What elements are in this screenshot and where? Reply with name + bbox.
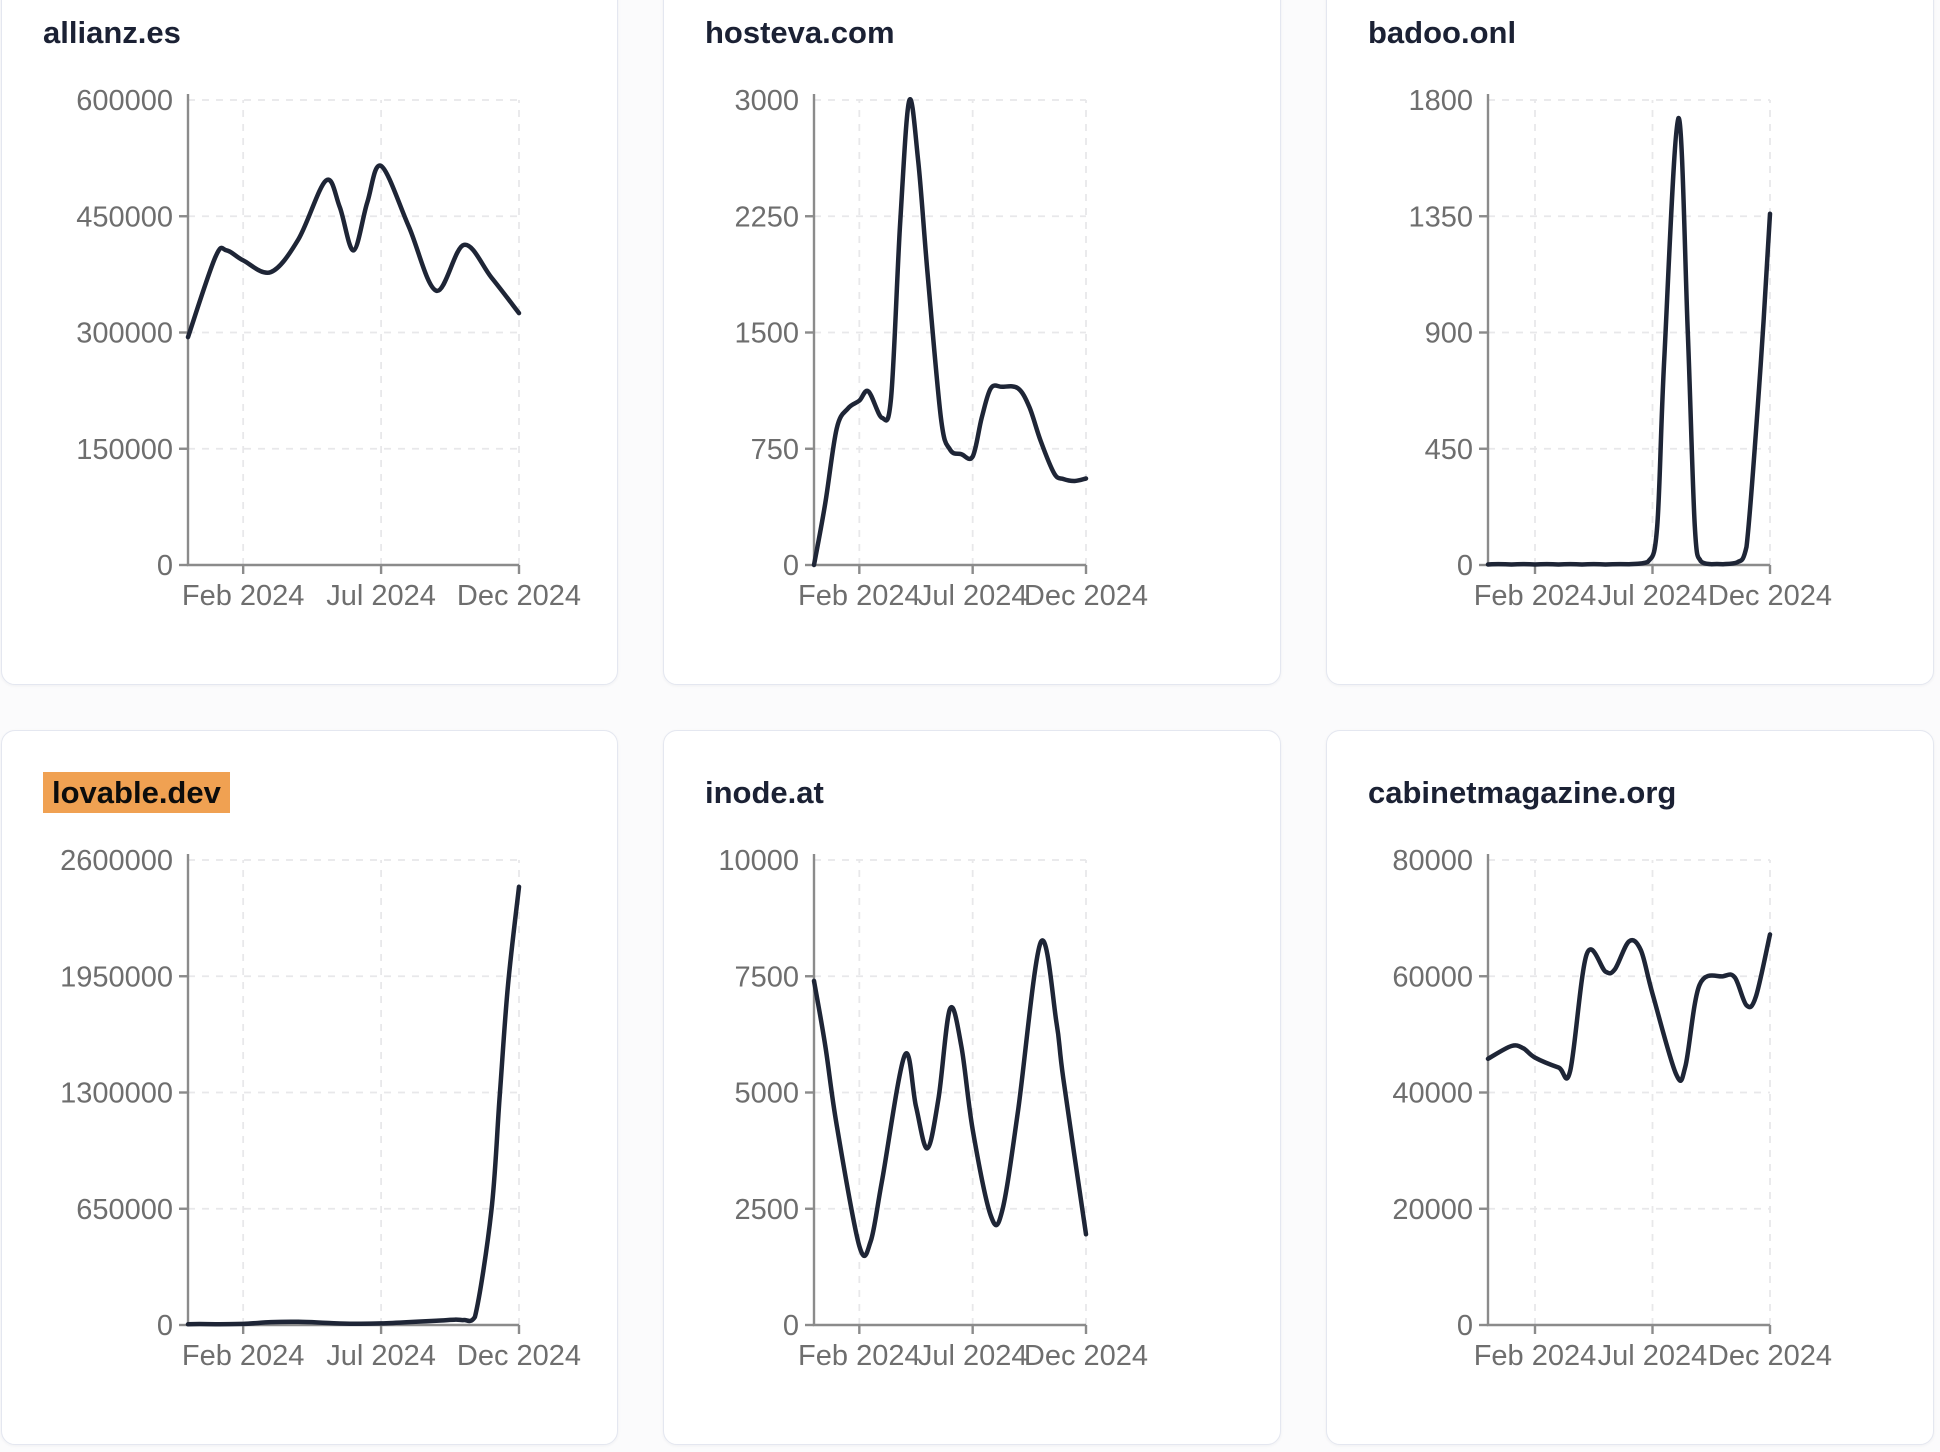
svg-text:1800: 1800	[1408, 85, 1473, 117]
svg-text:300000: 300000	[76, 318, 173, 350]
svg-text:1950000: 1950000	[60, 961, 173, 993]
card-header: hosteva.com	[705, 14, 895, 52]
svg-text:1500: 1500	[734, 318, 799, 350]
svg-text:Dec 2024: Dec 2024	[457, 580, 581, 612]
svg-text:1300000: 1300000	[60, 1078, 173, 1110]
svg-text:Feb 2024: Feb 2024	[798, 580, 921, 612]
svg-text:3000: 3000	[734, 85, 799, 117]
traffic-line-chart: 0 150000 300000 450000 600000 Feb 2024 Jul 202…	[76, 85, 581, 612]
svg-text:40000: 40000	[1392, 1078, 1473, 1110]
domain-title: allianz.es	[43, 15, 181, 50]
svg-text:650000: 650000	[76, 1194, 173, 1226]
svg-text:Dec 2024: Dec 2024	[1708, 580, 1832, 612]
svg-text:900: 900	[1425, 318, 1473, 350]
svg-text:Feb 2024: Feb 2024	[1474, 1340, 1597, 1372]
svg-text:Dec 2024: Dec 2024	[1708, 1340, 1832, 1372]
svg-text:Jul 2024: Jul 2024	[326, 580, 436, 612]
svg-text:60000: 60000	[1392, 961, 1473, 993]
svg-text:Dec 2024: Dec 2024	[1024, 580, 1148, 612]
domain-chart-card[interactable]: cabinetmagazine.org 0 20000 40000 60000 8000…	[1326, 730, 1934, 1445]
svg-text:Feb 2024: Feb 2024	[182, 1340, 305, 1372]
domain-chart-card[interactable]: hosteva.com 0 750 1500 2250 3000 Feb 2024 Jul …	[663, 0, 1281, 685]
svg-text:1350: 1350	[1408, 201, 1473, 233]
svg-text:450: 450	[1425, 434, 1473, 466]
card-header: badoo.onl	[1368, 14, 1516, 52]
domain-title: badoo.onl	[1368, 15, 1517, 50]
domain-title: cabinetmagazine.org	[1368, 775, 1677, 810]
svg-text:80000: 80000	[1392, 845, 1473, 877]
svg-text:10000: 10000	[718, 845, 799, 877]
svg-text:2600000: 2600000	[60, 845, 173, 877]
domain-chart-card[interactable]: inode.at 0 2500 5000 7500 10000 Feb 2024 Jul 2…	[663, 730, 1281, 1445]
svg-text:0: 0	[783, 1310, 799, 1342]
svg-text:Dec 2024: Dec 2024	[457, 1340, 581, 1372]
traffic-line-chart: 0 20000 40000 60000 80000 Feb 2024 Jul 2024 Dec…	[1392, 845, 1832, 1372]
domain-title: hosteva.com	[705, 15, 895, 50]
card-header: inode.at	[705, 774, 824, 812]
card-header: allianz.es	[43, 14, 181, 52]
svg-text:150000: 150000	[76, 434, 173, 466]
svg-text:20000: 20000	[1392, 1194, 1473, 1226]
domain-chart-card[interactable]: badoo.onl 0 450 900 1350 1800 Feb 2024 Jul 202…	[1326, 0, 1934, 685]
svg-text:600000: 600000	[76, 85, 173, 117]
svg-text:2250: 2250	[734, 201, 799, 233]
svg-text:Dec 2024: Dec 2024	[1024, 1340, 1148, 1372]
svg-text:Jul 2024: Jul 2024	[1598, 1340, 1708, 1372]
traffic-line-chart: 0 650000 1300000 1950000 2600000 Feb 2024 Jul …	[60, 845, 581, 1372]
card-header: cabinetmagazine.org	[1368, 774, 1676, 812]
svg-text:7500: 7500	[734, 961, 799, 993]
svg-text:Feb 2024: Feb 2024	[182, 580, 305, 612]
domain-chart-card[interactable]: lovable.dev 0 650000 1300000 1950000 2600000…	[1, 730, 618, 1445]
svg-text:0: 0	[1457, 1310, 1473, 1342]
svg-text:Jul 2024: Jul 2024	[918, 580, 1028, 612]
svg-text:450000: 450000	[76, 201, 173, 233]
svg-text:0: 0	[157, 1310, 173, 1342]
svg-text:Jul 2024: Jul 2024	[1598, 580, 1708, 612]
card-header: lovable.dev	[43, 772, 230, 813]
svg-text:Jul 2024: Jul 2024	[918, 1340, 1028, 1372]
svg-text:Feb 2024: Feb 2024	[798, 1340, 921, 1372]
svg-text:2500: 2500	[734, 1194, 799, 1226]
svg-text:5000: 5000	[734, 1078, 799, 1110]
svg-text:0: 0	[1457, 550, 1473, 582]
svg-text:Jul 2024: Jul 2024	[326, 1340, 436, 1372]
domain-title: inode.at	[705, 775, 824, 810]
traffic-line-chart: 0 450 900 1350 1800 Feb 2024 Jul 2024 Dec 2024	[1408, 85, 1832, 612]
svg-text:Feb 2024: Feb 2024	[1474, 580, 1597, 612]
svg-text:0: 0	[157, 550, 173, 582]
svg-text:750: 750	[751, 434, 799, 466]
domain-chart-card[interactable]: allianz.es 0 150000 300000 450000 600000 Feb …	[1, 0, 618, 685]
domain-title-highlighted: lovable.dev	[43, 772, 230, 813]
svg-text:0: 0	[783, 550, 799, 582]
